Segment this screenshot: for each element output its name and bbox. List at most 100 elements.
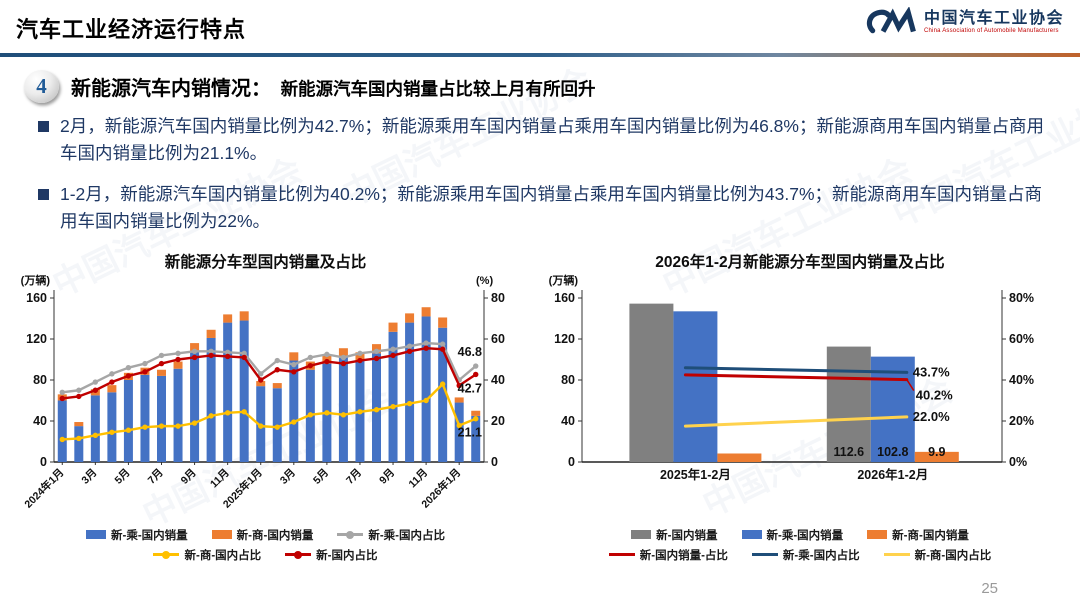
svg-text:112.6: 112.6: [834, 445, 865, 459]
legend-item: 新-乘-国内销量: [85, 527, 188, 543]
legend-label: 新-商-国内占比: [184, 549, 262, 562]
bullet-text: 2月，新能源汽车国内销量比例为42.7%；新能源乘用车国内销量占乘用车国内销量比…: [60, 116, 1044, 164]
svg-text:60: 60: [491, 332, 505, 346]
legend-item: 新-商-国内占比: [883, 547, 992, 563]
svg-text:(%): (%): [476, 275, 493, 287]
svg-text:60%: 60%: [1009, 332, 1034, 346]
bullet-item: 1-2月，新能源汽车国内销量比例为40.2%；新能源乘用车国内销量占乘用车国内销…: [38, 181, 1050, 235]
svg-text:46.8: 46.8: [458, 345, 482, 359]
chart-title: 2026年1-2月新能源分车型国内销量及占比: [655, 253, 945, 271]
logo-name-en: China Association of Automobile Manufact…: [923, 27, 1059, 34]
caam-logo: 中国汽车工业协会 China Association of Automobile…: [864, 7, 1064, 37]
bullet-square-icon: [38, 189, 49, 201]
bullet-item: 2月，新能源汽车国内销量比例为42.7%；新能源乘用车国内销量占乘用车国内销量比…: [38, 113, 1050, 167]
header: 汽车工业经济运行特点 中国汽车工业协会 China Association of…: [0, 0, 1080, 59]
section-title-sub: 新能源汽车国内销量占比较上月有所回升: [280, 79, 596, 99]
svg-text:160: 160: [554, 291, 575, 305]
svg-text:2026年1-2月: 2026年1-2月: [857, 467, 928, 482]
svg-text:0: 0: [40, 455, 47, 469]
legend-label: 新-商-国内占比: [914, 549, 992, 562]
legend-item: 新-商-国内占比: [153, 547, 261, 563]
chart-legend: 新-国内销量 新-乘-国内销量 新-商-国内销量 新-国内销量-占比 新-乘-国内占比新…: [530, 527, 1070, 563]
svg-text:160: 160: [26, 291, 47, 305]
legend-item: 新-商-国内销量: [867, 527, 969, 543]
legend-row: 新-国内销量-占比 新-乘-国内占比 新-商-国内占比: [530, 547, 1070, 563]
caam-logo-icon: [866, 7, 916, 34]
svg-text:3月: 3月: [79, 466, 99, 486]
svg-text:2025年1-2月: 2025年1-2月: [660, 467, 731, 482]
svg-text:11月: 11月: [406, 466, 430, 490]
page-number: 25: [981, 580, 998, 597]
legend-row: 新-乘-国内销量 新-商-国内销量 新-乘-国内占比: [8, 527, 523, 543]
svg-text:20: 20: [491, 414, 505, 428]
svg-text:11月: 11月: [208, 466, 232, 490]
legend-line-swatch-icon: [751, 553, 778, 556]
legend-line-swatch-icon: [285, 550, 312, 559]
svg-text:0%: 0%: [1009, 455, 1027, 469]
legend-bar-swatch-icon: [867, 530, 888, 539]
svg-text:42.7: 42.7: [458, 381, 482, 395]
legend-label: 新-国内占比: [316, 549, 378, 562]
svg-text:9月: 9月: [179, 466, 199, 486]
legend-item: 新-乘-国内占比: [751, 547, 860, 563]
section-title-main: 新能源汽车内销情况：: [71, 78, 271, 100]
chart-monthly-nev-sales-canvas: 0 40 80 120 160 0 20 40 60 80 (万辆) (%) 2024年1月 3月 5月 7月…: [21, 273, 505, 511]
svg-text:80: 80: [33, 373, 47, 387]
svg-text:7月: 7月: [146, 466, 166, 486]
page-title: 汽车工业经济运行特点: [16, 17, 247, 42]
chart-ytd-nev-sales-canvas: 0 40 80 120 160 0% 20% 40% 60% 80% (万辆) 112.6 102.8 9…: [549, 273, 1034, 482]
svg-text:9月: 9月: [377, 466, 397, 486]
legend-label: 新-商-国内销量: [892, 529, 969, 542]
legend-line-swatch-icon: [153, 550, 180, 559]
legend-item: 新-国内销量-占比: [608, 547, 728, 563]
legend-label: 新-乘-国内销量: [110, 529, 188, 542]
chart-legend: 新-乘-国内销量 新-商-国内销量 新-乘-国内占比新-商-国内占比 新-国内占比: [8, 527, 523, 563]
svg-text:3月: 3月: [278, 466, 298, 486]
legend-label: 新-国内销量-占比: [639, 549, 728, 562]
legend-item: 新-乘-国内销量: [741, 527, 844, 543]
header-divider: [0, 53, 1080, 57]
svg-text:43.7%: 43.7%: [913, 364, 950, 379]
chart-ytd-nev-sales: 2026年1-2月新能源分车型国内销量及占比 0 40 80 120 160 0% 20% 4…: [530, 250, 1070, 563]
legend-bar-swatch-icon: [211, 530, 232, 539]
legend-bar-swatch-icon: [85, 530, 106, 539]
legend-line-swatch-icon: [883, 553, 910, 556]
section-heading: 4 新能源汽车内销情况： 新能源汽车国内销量占比较上月有所回升: [24, 70, 1080, 103]
legend-label: 新-乘-国内销量: [766, 529, 844, 542]
svg-text:40: 40: [561, 414, 575, 428]
section-title: 新能源汽车内销情况： 新能源汽车国内销量占比较上月有所回升: [71, 72, 596, 101]
svg-text:21.1: 21.1: [458, 425, 482, 439]
section-number-badge: 4: [24, 70, 59, 103]
legend-label: 新-国内销量: [656, 529, 718, 542]
legend-label: 新-乘-国内占比: [368, 529, 445, 542]
svg-text:102.8: 102.8: [877, 445, 908, 459]
legend-bar-swatch-icon: [631, 530, 652, 539]
chart-title: 新能源分车型国内销量及占比: [164, 253, 367, 271]
svg-text:20%: 20%: [1009, 414, 1034, 428]
svg-text:0: 0: [491, 455, 498, 469]
svg-text:5月: 5月: [311, 466, 331, 486]
logo-name-cn: 中国汽车工业协会: [923, 10, 1064, 28]
content: 4 新能源汽车内销情况： 新能源汽车国内销量占比较上月有所回升 2月，新能源汽车…: [0, 70, 1080, 563]
legend-item: 新-国内占比: [285, 547, 378, 563]
bullet-list: 2月，新能源汽车国内销量比例为42.7%；新能源乘用车国内销量占乘用车国内销量比…: [0, 113, 1080, 236]
svg-text:80%: 80%: [1009, 291, 1034, 305]
svg-text:(万辆): (万辆): [549, 273, 579, 287]
svg-text:40: 40: [33, 414, 47, 428]
legend-bar-swatch-icon: [741, 530, 762, 539]
svg-text:80: 80: [561, 373, 575, 387]
svg-text:40: 40: [491, 373, 505, 387]
svg-text:0: 0: [568, 455, 575, 469]
legend-row: 新-国内销量 新-乘-国内销量 新-商-国内销量: [530, 527, 1070, 543]
svg-text:7月: 7月: [344, 466, 364, 486]
legend-line-swatch-icon: [337, 530, 364, 539]
legend-item: 新-国内销量: [631, 527, 718, 543]
legend-item: 新-商-国内销量: [211, 527, 313, 543]
chart-monthly-nev-sales: 新能源分车型国内销量及占比 0 40 80 120 160 0 20 40 60 80 (万辆) (%…: [8, 250, 523, 563]
svg-text:5月: 5月: [113, 466, 133, 486]
svg-text:120: 120: [26, 332, 47, 346]
bullet-text: 1-2月，新能源汽车国内销量比例为40.2%；新能源乘用车国内销量占乘用车国内销…: [60, 184, 1043, 232]
svg-text:80: 80: [491, 291, 505, 305]
svg-text:(万辆): (万辆): [21, 273, 51, 287]
